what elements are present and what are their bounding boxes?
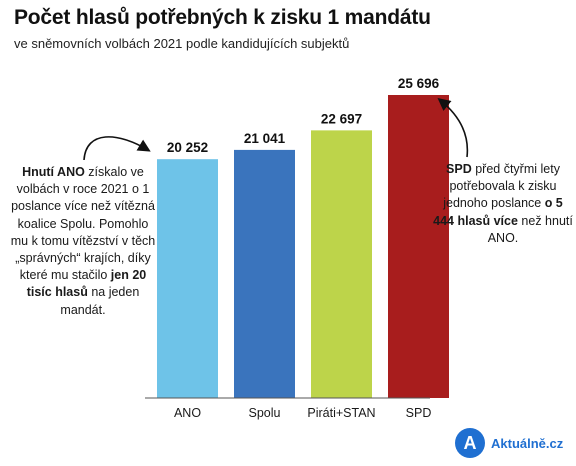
brand-name: Aktuálně.cz	[491, 435, 564, 451]
annotation-left-bold-2: jen 20 tisíc hlasů	[26, 268, 147, 300]
annotation-left-text-1: získalo ve volbách v roce 2021 o 1 posla…	[10, 165, 156, 283]
annotation-right-text-2: než hnutí ANO.	[487, 213, 573, 245]
bar-ano	[157, 159, 218, 398]
x-tick-label: SPD	[406, 406, 432, 420]
bar-value-label: 20 252	[167, 140, 208, 155]
x-tick-label: ANO	[174, 406, 201, 420]
bar-spolu	[234, 149, 295, 398]
bar-value-label: 21 041	[244, 131, 286, 146]
annotation-right-text-1: před čtyřmi lety potřebovala k zisku jed…	[443, 162, 560, 211]
brand-logo[interactable]: A Aktuálně.cz	[455, 428, 563, 458]
annotation-right-bold-1: SPD	[446, 162, 472, 176]
right-annotation-arrow	[437, 98, 469, 158]
annotation-left-bold-1: Hnutí ANO	[22, 165, 85, 179]
annotation-left: Hnutí ANO získalo ve volbách v roce 2021…	[8, 164, 158, 319]
bar-value-label: 22 697	[321, 111, 362, 126]
x-tick-label: Piráti+STAN	[307, 406, 375, 420]
annotation-right: SPD před čtyřmi lety potřebovala k zisku…	[432, 161, 574, 247]
annotation-right-bold-2: o 5 444 hlasů více	[433, 196, 563, 228]
x-tick-label: Spolu	[249, 406, 281, 420]
annotation-left-text-2: na jeden mandát.	[60, 285, 140, 317]
chart-subtitle: ve sněmovních volbách 2021 podle kandidu…	[14, 36, 350, 51]
chart-title: Počet hlasů potřebných k zisku 1 mandátu	[14, 6, 431, 29]
bar-spd	[388, 95, 449, 398]
bar-value-label: 25 696	[398, 76, 440, 91]
aktualne-logo-icon: A	[455, 428, 485, 458]
bar-pir-ti-stan	[311, 130, 372, 399]
left-annotation-arrow	[83, 136, 151, 161]
